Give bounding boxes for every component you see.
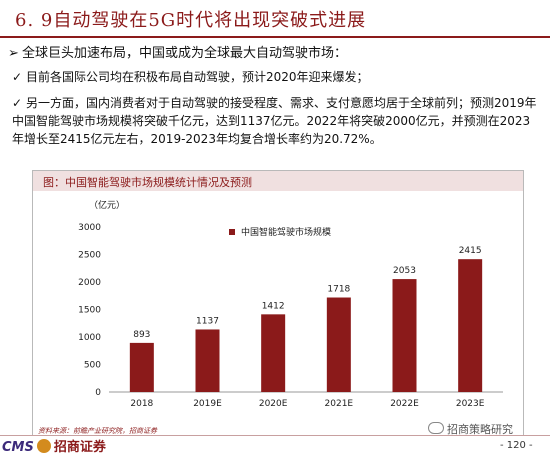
bar <box>392 279 417 392</box>
y-unit-label: （亿元） <box>89 199 125 211</box>
check-bullet-icon: ✓ <box>12 70 23 84</box>
x-tick-label: 2021E <box>325 399 354 409</box>
legend-label: 中国智能驾驶市场规模 <box>241 226 331 238</box>
wechat-label: 招商策略研究 <box>447 423 513 436</box>
bullet-item: ✓ 目前各国际公司均在积极布局自动驾驶，预计2020年迎来爆发； <box>12 68 369 85</box>
data-label: 893 <box>133 330 150 340</box>
check-bullet-icon: ✓ <box>12 96 23 110</box>
wechat-icon <box>428 422 444 434</box>
bar-chart: （亿元） 0 500 1000 1500 2000 2500 3000 中国智能驾驶市场规模 89… <box>78 199 503 409</box>
x-tick-label: 2023E <box>456 399 485 409</box>
logo-name-text: 招商证券 <box>53 440 106 455</box>
title-divider <box>0 36 550 38</box>
wechat-watermark: 招商策略研究 <box>428 421 513 437</box>
y-tick-label: 0 <box>95 388 101 398</box>
bullet-text: 目前各国际公司均在积极布局自动驾驶，预计2020年迎来爆发； <box>26 70 369 84</box>
x-tick-label: 2018 <box>130 399 153 409</box>
data-label: 1412 <box>262 301 285 311</box>
bullet-item: ➢ 全球巨头加速布局，中国或成为全球最大自动驾驶市场： <box>8 42 347 61</box>
y-tick-label: 2500 <box>78 251 101 261</box>
slide-title: 6. 9自动驾驶在5G时代将出现突破式进展 <box>15 10 367 31</box>
data-label: 2415 <box>459 246 482 256</box>
x-tick-label: 2020E <box>259 399 288 409</box>
y-tick-label: 500 <box>84 361 101 371</box>
arrow-bullet-icon: ➢ <box>8 46 19 61</box>
page-number: - 120 - <box>500 440 533 451</box>
data-label: 1137 <box>196 316 219 326</box>
chart-panel: 图：中国智能驾驶市场规模统计情况及预测 （亿元） 0 500 1000 1500 2000… <box>32 170 524 436</box>
data-label: 1718 <box>327 285 350 295</box>
data-label: 2053 <box>393 266 416 276</box>
legend-swatch <box>229 229 235 235</box>
logo-badge-icon <box>36 439 51 453</box>
y-tick-label: 2000 <box>78 278 101 288</box>
y-tick-label: 1000 <box>78 333 101 343</box>
bullet-item: ✓ 另一方面，国内消费者对于自动驾驶的接受程度、需求、支付意愿均居于全球前列；预测… <box>12 94 538 148</box>
chart-caption: 图：中国智能驾驶市场规模统计情况及预测 <box>43 176 252 189</box>
bar <box>129 342 154 392</box>
bar <box>326 297 351 392</box>
x-tick-label: 2019E <box>193 399 222 409</box>
bar <box>261 314 286 392</box>
bullet-text: 另一方面，国内消费者对于自动驾驶的接受程度、需求、支付意愿均居于全球前列；预测2… <box>12 96 537 146</box>
chart-header: 图：中国智能驾驶市场规模统计情况及预测 <box>33 171 523 191</box>
y-tick-label: 1500 <box>78 306 101 316</box>
footer-divider <box>0 435 550 436</box>
bar <box>195 329 220 392</box>
bullet-text: 全球巨头加速布局，中国或成为全球最大自动驾驶市场： <box>22 46 348 61</box>
company-logo: CMS 招商证券 <box>2 436 106 456</box>
x-tick-label: 2022E <box>390 399 419 409</box>
y-tick-label: 3000 <box>78 223 101 233</box>
logo-cms-text: CMS <box>2 440 34 455</box>
source-note: 资料来源：前瞻产业研究院，招商证券 <box>38 427 157 435</box>
bar <box>458 259 483 392</box>
